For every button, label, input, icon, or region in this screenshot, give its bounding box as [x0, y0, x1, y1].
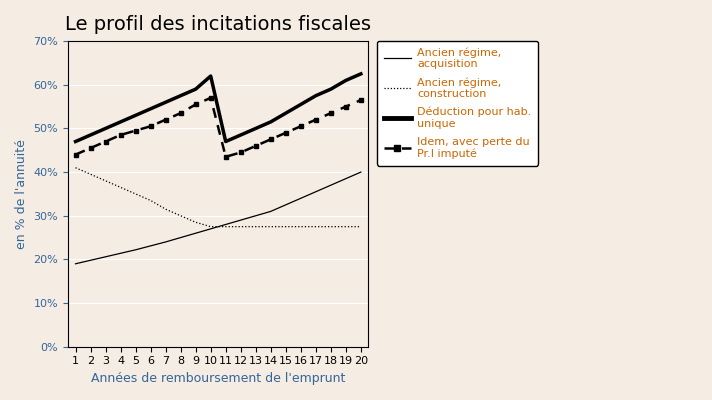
Y-axis label: en % de l'annuité: en % de l'annuité: [15, 139, 28, 249]
X-axis label: Années de remboursement de l'emprunt: Années de remboursement de l'emprunt: [91, 372, 345, 385]
Legend: Ancien régime,
acquisition, Ancien régime,
construction, Déduction pour hab.
uni: Ancien régime, acquisition, Ancien régim…: [377, 40, 538, 166]
Title: Le profil des incitations fiscales: Le profil des incitations fiscales: [66, 15, 371, 34]
